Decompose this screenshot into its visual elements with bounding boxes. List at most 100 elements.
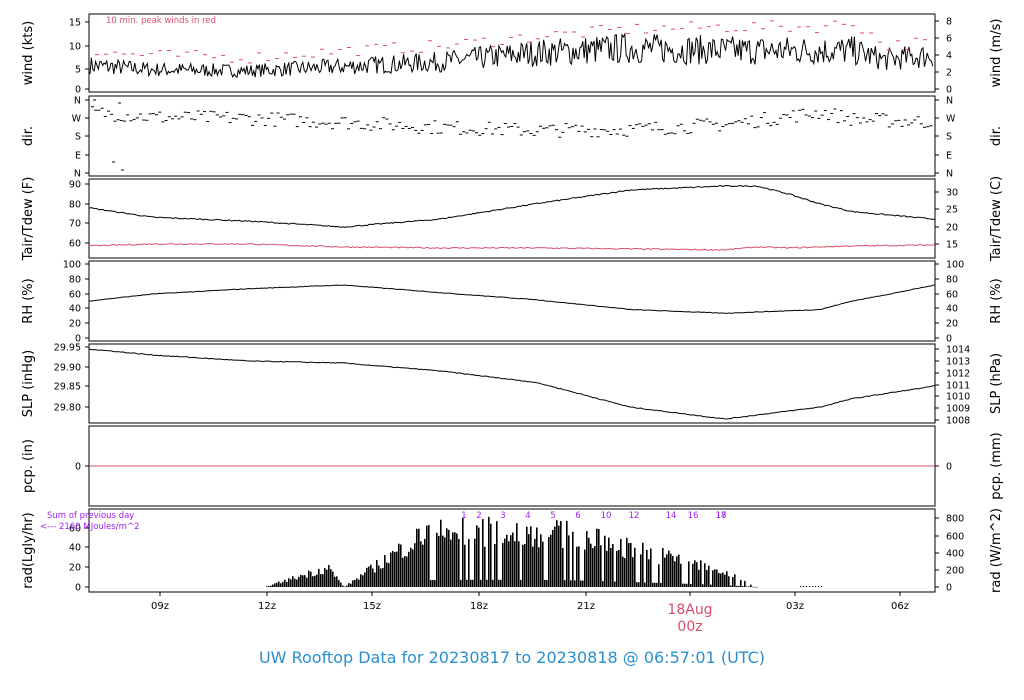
radiation-bar — [484, 546, 486, 587]
radiation-bar — [408, 551, 410, 587]
radiation-bar — [740, 579, 742, 587]
radiation-bar — [496, 521, 498, 587]
radiation-bar — [498, 579, 500, 587]
radiation-bar — [382, 567, 384, 587]
radiation-bar — [614, 581, 616, 587]
radiation-bar — [300, 574, 302, 587]
radiation-bar — [310, 571, 312, 587]
radiation-bar — [592, 548, 594, 587]
radiation-bar — [478, 527, 480, 587]
radiation-bar — [588, 537, 590, 587]
radiation-bar — [658, 564, 660, 587]
ytick-label-right: 0 — [946, 334, 952, 345]
radiation-bar — [514, 541, 516, 587]
radiation-bar — [490, 523, 492, 587]
radiation-bar — [700, 560, 702, 587]
radiation-bar — [550, 534, 552, 587]
ytick-label-left: 60 — [69, 524, 81, 535]
radiation-bar — [438, 535, 440, 587]
series-dewpoint — [88, 242, 935, 251]
radiation-bar — [336, 576, 338, 587]
radiation-bar — [716, 569, 718, 587]
radiation-bar — [374, 572, 376, 587]
panel-frame-dir — [88, 95, 936, 177]
radiation-bar — [424, 538, 426, 587]
radiation-bar — [474, 538, 476, 587]
radiation-bar — [400, 544, 402, 587]
radiation-bar — [626, 537, 628, 587]
radiation-bar — [815, 586, 817, 587]
ytick-label-right: S — [946, 132, 952, 143]
ytick-label-left: W — [72, 114, 82, 125]
radiation-bar — [554, 526, 556, 587]
hour-mark-label: 2 — [476, 511, 481, 521]
hour-mark-label: 16 — [688, 511, 699, 521]
hour-mark-label: 18 — [716, 511, 727, 521]
ylabel-right-temperature: Tair/Tdew (C) — [989, 176, 1004, 262]
radiation-bar — [600, 545, 602, 587]
radiation-bar — [542, 541, 544, 587]
radiation-bar — [538, 547, 540, 587]
radiation-bar — [624, 558, 626, 587]
radiation-bar — [384, 554, 386, 587]
ytick-label-right: 1012 — [946, 369, 970, 380]
radiation-bar — [640, 554, 642, 587]
radiation-bar — [694, 560, 696, 587]
radiation-bar — [294, 578, 296, 587]
radiation-bar — [682, 583, 684, 587]
radiation-bar — [266, 586, 268, 587]
radiation-bar — [316, 574, 318, 587]
radiation-bar — [446, 528, 448, 587]
radiation-bar — [522, 544, 524, 587]
radiation-bar — [646, 549, 648, 587]
panel-frame-rh — [88, 260, 936, 342]
radiation-bar — [708, 565, 710, 587]
radiation-bar — [296, 586, 298, 587]
radiation-bar — [388, 563, 390, 587]
radiation-bar — [432, 580, 434, 587]
radiation-bar — [286, 581, 288, 587]
radiation-bar — [320, 574, 322, 587]
radiation-bar — [732, 577, 734, 587]
ytick-label-left: 0 — [75, 334, 81, 345]
radiation-bar — [748, 586, 750, 588]
radiation-bar — [634, 547, 636, 587]
hour-mark-label: 1 — [461, 511, 466, 521]
radiation-bar — [518, 541, 520, 587]
radiation-bar — [620, 539, 622, 587]
radiation-bar — [360, 574, 362, 587]
radiation-bar — [302, 575, 304, 587]
ytick-label-right: 20 — [946, 223, 958, 234]
radiation-bar — [422, 544, 424, 587]
radiation-bar — [512, 532, 514, 587]
radiation-bar — [292, 586, 294, 587]
ytick-label-right: 40 — [946, 304, 958, 315]
radiation-bar — [736, 585, 738, 587]
radiation-bar — [608, 537, 610, 587]
radiation-bar — [298, 576, 300, 587]
ytick-label-right: 2 — [946, 68, 952, 79]
radiation-bar — [488, 516, 490, 587]
radiation-bar — [350, 583, 352, 587]
radiation-bar — [726, 571, 728, 587]
radiation-bar — [456, 533, 458, 587]
radiation-bar — [402, 557, 404, 587]
ylabel-left-pressure: SLP (inHg) — [21, 350, 36, 418]
radiation-bar — [516, 523, 518, 587]
radiation-bar — [482, 519, 484, 587]
ytick-label-left: 29.80 — [54, 403, 81, 414]
ytick-label-left: 90 — [69, 180, 81, 191]
radiation-bar — [454, 532, 456, 587]
radiation-bar — [276, 582, 278, 587]
radiation-bar — [318, 568, 320, 587]
radiation-bar — [670, 553, 672, 587]
ytick-label-left: 80 — [69, 275, 81, 286]
radiation-bar — [294, 586, 296, 587]
radiation-bar — [358, 579, 360, 587]
radiation-bar — [722, 572, 724, 587]
radiation-bar — [818, 586, 820, 587]
radiation-bar — [288, 578, 290, 587]
hour-mark-label: 5 — [550, 511, 555, 521]
radiation-bar — [714, 569, 716, 587]
radiation-bar — [710, 584, 712, 587]
